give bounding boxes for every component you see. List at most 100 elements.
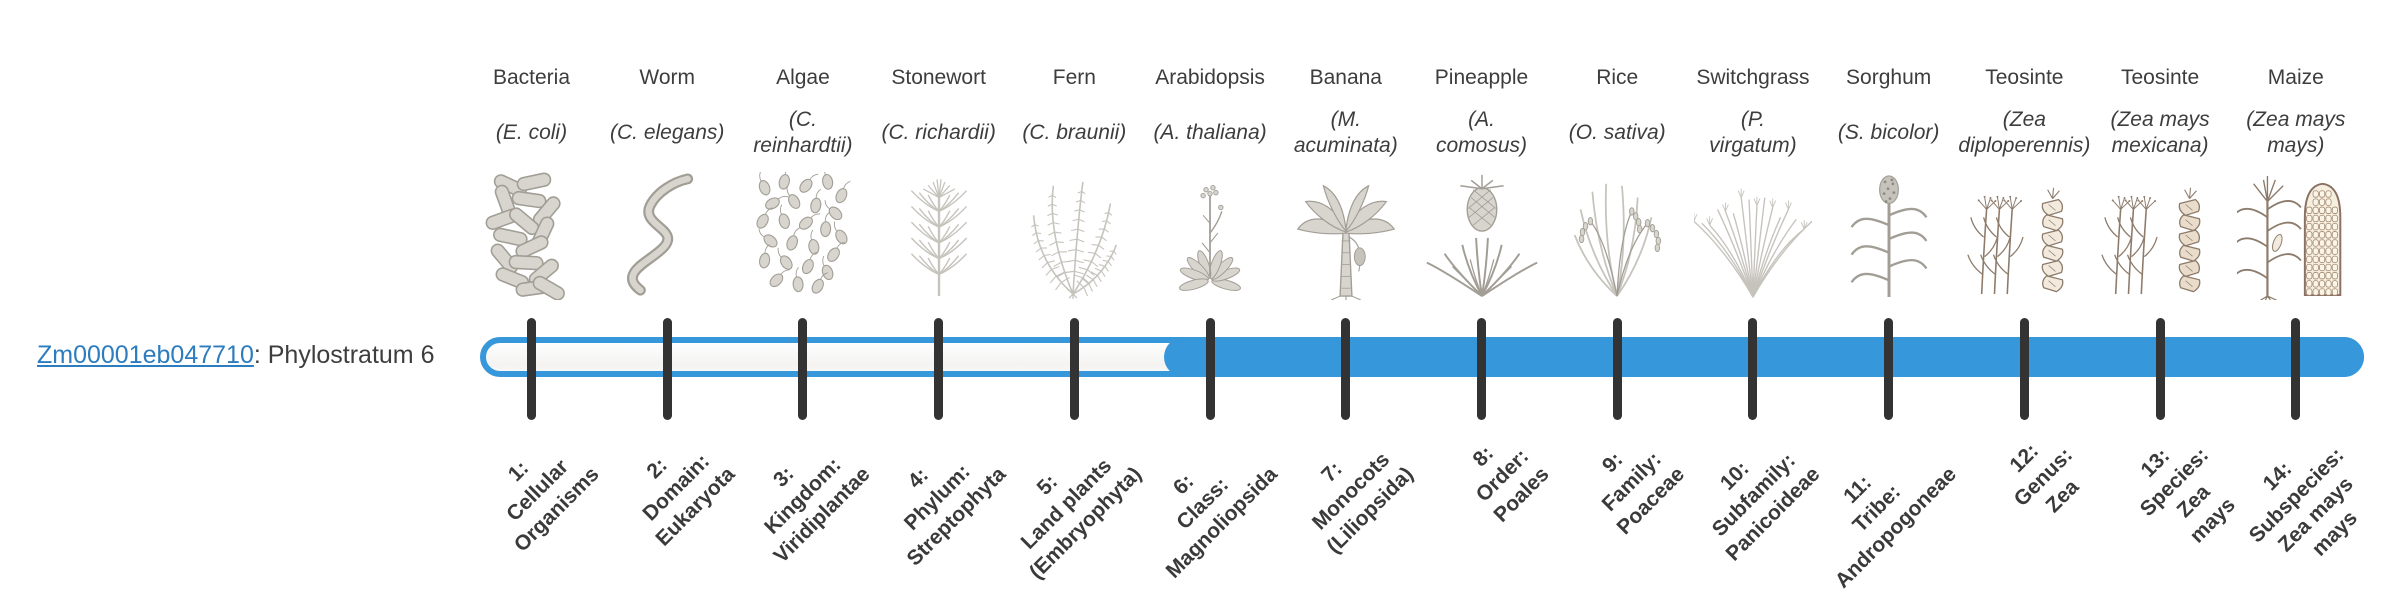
taxon-common-name: Pineapple — [1434, 66, 1529, 89]
taxon-latin-wrap: (Zea mays mays) — [2221, 94, 2371, 172]
taxon-column: Fern (C. braunii) — [999, 62, 1149, 300]
gene-phylostratum-text: : Phylostratum 6 — [253, 341, 435, 369]
bacteria-icon — [457, 172, 607, 300]
taxon-column: Maize (Zea mays mays) — [2221, 62, 2371, 300]
stage-label-anchor: 7: Monocots (Liliopsida) — [1250, 423, 1418, 558]
phylostratum-stage-label: 14: Subspecies: Zea mays mays — [2244, 443, 2363, 561]
taxon-common-name: Arabidopsis — [1155, 66, 1265, 89]
taxon-latin-wrap: (A. comosus) — [1407, 94, 1557, 172]
phylostratum-tick — [2019, 318, 2029, 420]
taxon-column: Teosinte (Zea diploperennis) — [1949, 62, 2099, 300]
taxon-latin-wrap: (C. reinhardtii) — [728, 94, 878, 172]
taxon-column: Worm (C. elegans) — [592, 62, 742, 300]
taxon-latin-name: (C. richardii) — [881, 121, 996, 144]
algae-icon — [728, 172, 878, 300]
taxon-latin-name: (M. acuminata) — [1293, 108, 1398, 157]
phylostratum-tick — [2291, 318, 2301, 420]
taxon-common-name: Worm — [639, 66, 695, 89]
taxon-column: Rice (O. sativa) — [1542, 62, 1692, 300]
taxon-latin-name: (A. thaliana) — [1153, 121, 1267, 144]
phylostratum-tick — [662, 318, 672, 420]
taxon-latin-wrap: (O. sativa) — [1542, 94, 1692, 172]
phylostratum-tick — [798, 318, 808, 420]
taxon-column: Pineapple (A. comosus) — [1407, 62, 1557, 300]
phylostratum-tick — [1477, 318, 1486, 420]
phylostratum-tick — [1884, 318, 1894, 420]
taxon-latin-name: (A. comosus) — [1435, 108, 1528, 157]
stage-label-anchor: 13: Species: Zea mays — [2090, 423, 2240, 548]
taxon-latin-name: (C. braunii) — [1022, 121, 1127, 144]
phylostratum-tick — [934, 318, 944, 420]
phylostratum-stage-label: 11: Tribe: Andropogoneae — [1830, 462, 1961, 593]
phylostratum-figure: Zm00001eb047710: Phylostratum 6 Bacteria… — [37, 62, 2371, 593]
taxon-latin-wrap: (A. thaliana) — [1135, 94, 1285, 172]
taxon-latin-name: (Zea mays mays) — [2246, 108, 2346, 157]
taxon-latin-wrap: (M. acuminata) — [1271, 94, 1421, 172]
gene-id-link[interactable]: Zm00001eb047710 — [37, 341, 254, 369]
teosinte-diploperennis-icon — [1949, 172, 2099, 300]
stage-label-anchor: 8: Order: Poales — [1430, 423, 1553, 527]
stonewort-icon — [864, 172, 1014, 300]
taxon-common-name: Algae — [776, 66, 830, 89]
taxon-column: Sorghum (S. bicolor) — [1814, 62, 1964, 300]
taxon-latin-wrap: (Zea mays mexicana) — [2085, 94, 2235, 172]
gene-label: Zm00001eb047710: Phylostratum 6 — [37, 341, 435, 370]
stage-label-anchor: 1: Cellular Organisms — [438, 423, 603, 556]
phylostratum-tick — [527, 318, 536, 420]
taxon-latin-name: (P. virgatum) — [1709, 108, 1797, 157]
taxon-latin-wrap: (C. richardii) — [864, 94, 1014, 172]
taxon-column: Algae (C. reinhardtii) — [728, 62, 878, 300]
taxon-column: Banana (M. acuminata) — [1271, 62, 1421, 300]
teosinte-mexicana-icon — [2085, 172, 2235, 300]
taxon-latin-wrap: (S. bicolor) — [1814, 94, 1964, 172]
taxon-latin-name: (C. reinhardtii) — [753, 108, 853, 157]
stage-label-anchor: 12: Genus: Zea — [1968, 423, 2083, 517]
arabidopsis-icon — [1135, 172, 1285, 300]
phylostratum-stage-label: 8: Order: Poales — [1468, 441, 1554, 527]
taxon-latin-name: (O. sativa) — [1568, 121, 1666, 144]
stage-label-anchor: 14: Subspecies: Zea mays mays — [2188, 423, 2362, 561]
taxon-common-name: Fern — [1052, 66, 1096, 89]
maize-icon — [2221, 172, 2371, 300]
taxon-column: Teosinte (Zea mays mexicana) — [2085, 62, 2235, 300]
stage-label-anchor: 6: Class: Magnoliopsida — [1079, 423, 1282, 583]
phylostratum-stage-label: 7: Monocots (Liliopsida) — [1307, 448, 1418, 559]
stage-label-anchor: 9: Family: Poaceae — [1548, 423, 1689, 539]
taxon-latin-name: (E. coli) — [495, 121, 568, 144]
taxon-column: Stonewort (C. richardii) — [864, 62, 1014, 300]
worm-icon — [592, 172, 742, 300]
taxon-latin-name: (S. bicolor) — [1837, 121, 1940, 144]
phylostratum-tick — [1205, 318, 1215, 420]
taxon-latin-wrap: (C. elegans) — [592, 94, 742, 172]
taxon-common-name: Teosinte — [2120, 66, 2200, 89]
stage-label-anchor: 5: Land plants (Embryophyta) — [942, 423, 1146, 583]
taxon-latin-wrap: (C. braunii) — [999, 94, 1149, 172]
phylostratum-tick — [1612, 318, 1622, 420]
stage-label-anchor: 2: Domain: Eukaryota — [582, 423, 739, 551]
sorghum-icon — [1814, 172, 1964, 300]
taxon-latin-wrap: (P. virgatum) — [1678, 94, 1828, 172]
phylostratum-tick — [2155, 318, 2165, 420]
stage-label-anchor: 4: Phylum: Streptophyta — [825, 423, 1010, 570]
taxon-common-name: Switchgrass — [1696, 66, 1810, 89]
switchgrass-icon — [1678, 172, 1828, 300]
stage-label-anchor: 11: Tribe: Andropogoneae — [1744, 423, 1960, 593]
taxon-common-name: Banana — [1309, 66, 1382, 89]
phylostratum-tick — [1069, 318, 1079, 420]
taxon-column: Arabidopsis (A. thaliana) — [1135, 62, 1285, 300]
taxon-latin-name: (C. elegans) — [610, 121, 725, 144]
taxon-common-name: Maize — [2267, 66, 2324, 89]
taxon-column: Switchgrass (P. virgatum) — [1678, 62, 1828, 300]
phylostratum-tick — [1748, 318, 1758, 420]
fern-icon — [999, 172, 1149, 300]
taxon-column: Bacteria (E. coli) — [457, 62, 607, 300]
taxon-latin-wrap: (Zea diploperennis) — [1949, 94, 2099, 172]
taxon-common-name: Stonewort — [891, 66, 986, 89]
taxon-latin-wrap: (E. coli) — [457, 94, 607, 172]
pineapple-icon — [1407, 172, 1557, 300]
taxon-common-name: Sorghum — [1846, 66, 1932, 89]
taxon-common-name: Rice — [1596, 66, 1639, 89]
taxon-latin-name: (Zea mays mexicana) — [2110, 108, 2210, 157]
taxon-latin-name: (Zea diploperennis) — [1958, 108, 2091, 157]
rice-icon — [1542, 172, 1692, 300]
